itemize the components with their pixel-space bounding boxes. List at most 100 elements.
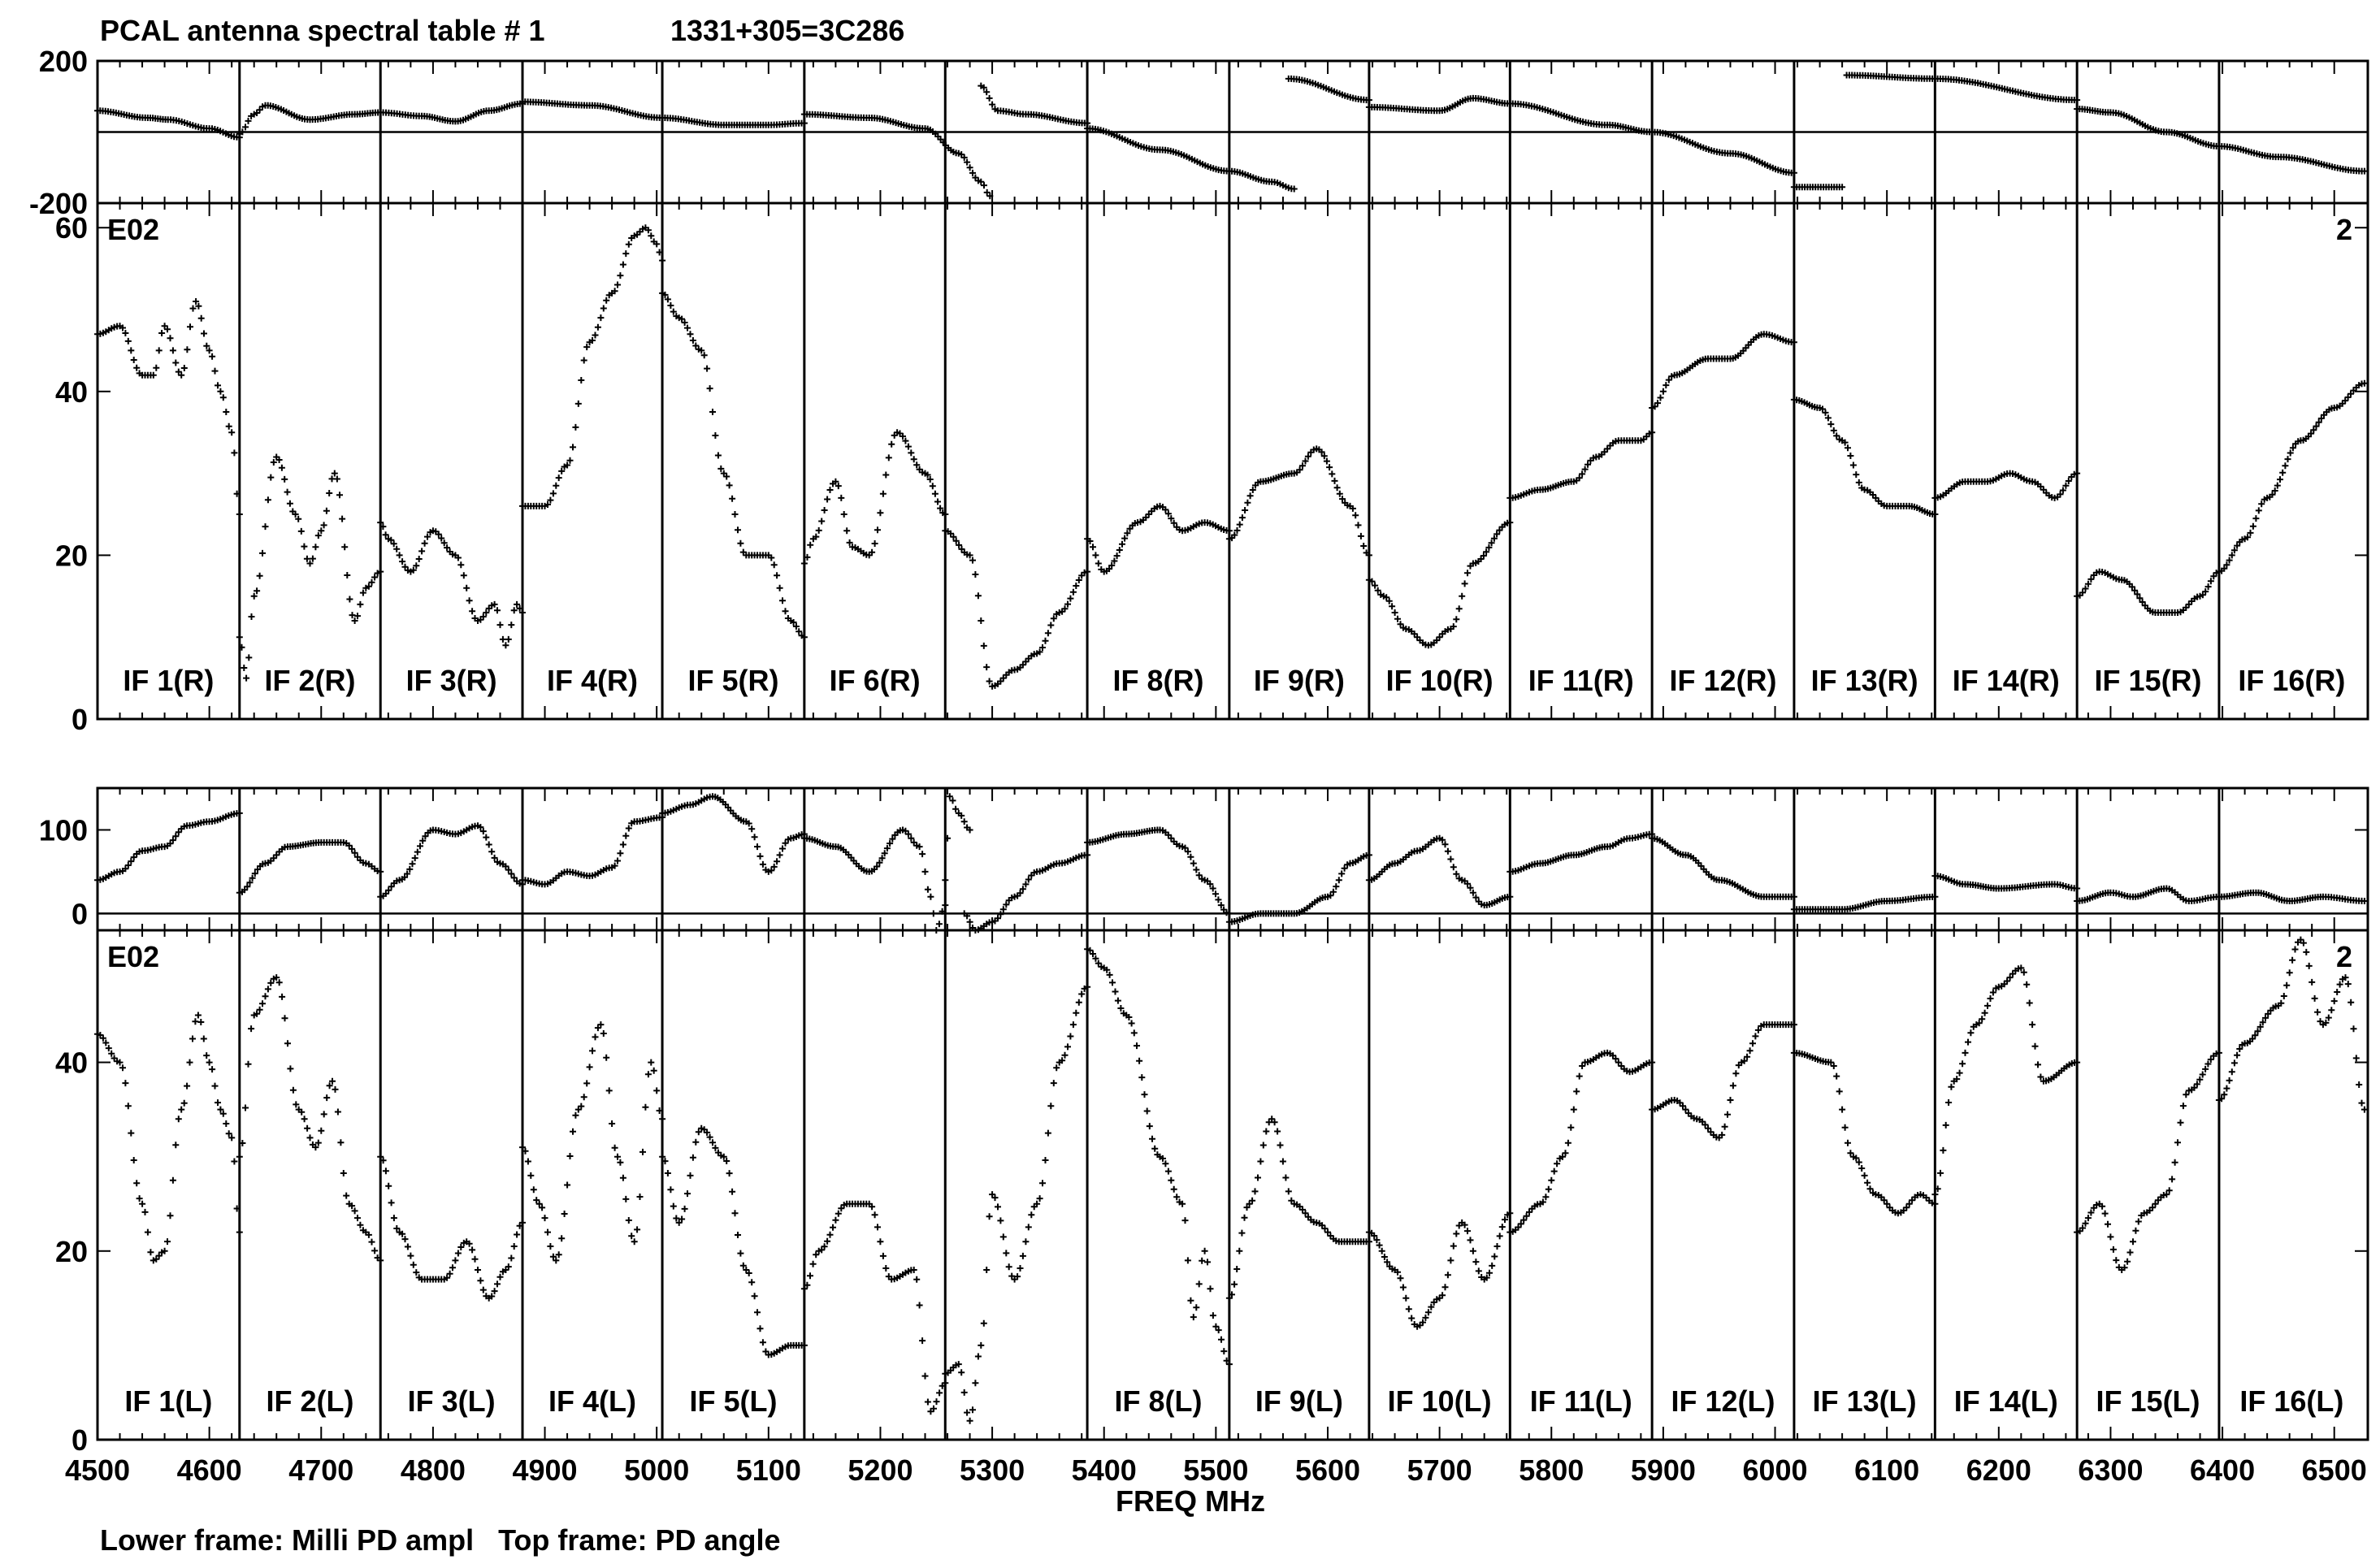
y-tick-label: 20	[55, 539, 88, 572]
rcp-amplitude-frame: 0 20 40 60 E02 2 IF 1(R) IF 2(R) IF 3(R) IF 4(R) I…	[55, 201, 2369, 736]
if-label: IF 12(L)	[1671, 1384, 1775, 1418]
r-phase-series-3	[377, 100, 526, 125]
r-ampl-series-7	[942, 527, 1091, 690]
r-phase-series-6	[800, 110, 994, 200]
r-phase-series-18	[2215, 143, 2368, 175]
if-label: IF 5(R)	[687, 664, 778, 697]
l-ampl-series-11	[1506, 1049, 1656, 1236]
r-phase-series-17	[2074, 106, 2222, 149]
y-tick-label: 200	[39, 45, 88, 78]
l-ampl-series-5	[659, 1124, 808, 1358]
antenna-label: E02	[107, 940, 159, 973]
l-phase-border	[96, 786, 2369, 932]
x-tick-label: 6000	[1742, 1454, 1807, 1487]
footer-caption: Lower frame: Milli PD ampl Top frame: PD…	[100, 1523, 780, 1557]
r-phase-series-2	[236, 102, 384, 137]
antenna-label: E02	[107, 213, 159, 246]
l-ampl-series-9	[1225, 1116, 1372, 1302]
l-ampl-series-1	[94, 1012, 243, 1264]
if-label: IF 4(R)	[547, 664, 638, 697]
r-phase-series-10	[1285, 75, 1372, 104]
r-phase-series-15	[1843, 71, 1939, 82]
r-phase-series-5	[659, 115, 808, 128]
r-phase-series-16	[1931, 75, 2081, 104]
x-tick-label: 4500	[65, 1454, 130, 1487]
x-axis-label: FREQ MHz	[1116, 1484, 1265, 1518]
y-tick-label: 0	[72, 703, 88, 736]
if-label: IF 8(L)	[1114, 1384, 1202, 1418]
y-tick-label: 100	[39, 813, 88, 847]
r-ampl-series-12	[1649, 331, 1797, 411]
panel-number: 2	[2336, 213, 2352, 246]
r-ampl-series-9	[1225, 445, 1372, 559]
r-phase-series-8	[1084, 125, 1233, 175]
l-phase-series-9	[1084, 826, 1233, 917]
l-phase-series-4	[519, 814, 666, 888]
l-ampl-series-13	[1790, 1049, 1939, 1217]
if-label: IF 10(R)	[1386, 664, 1493, 697]
if-label: IF 1(L)	[124, 1384, 212, 1418]
y-tick-label: -200	[29, 187, 88, 220]
x-tick-label: 5300	[960, 1454, 1025, 1487]
r-ampl-series-8	[1084, 502, 1233, 575]
y-tick-label: 40	[55, 375, 88, 409]
r-phase-series-9	[1225, 167, 1298, 193]
if-label: IF 2(R)	[265, 664, 356, 697]
y-tick-label: 20	[55, 1235, 88, 1268]
l-ampl-series-15	[2074, 1049, 2222, 1273]
l-ampl-series-7	[942, 983, 1091, 1424]
x-tick-label: 4900	[512, 1454, 577, 1487]
l-phase-series-6	[800, 826, 949, 934]
x-tick-label: 5500	[1183, 1454, 1248, 1487]
l-phase-series-1	[94, 809, 243, 884]
x-tick-label: 5400	[1072, 1454, 1137, 1487]
r-phase-series-1	[94, 107, 243, 141]
l-phase-series-14	[1790, 893, 1939, 913]
r-phase-series-4	[519, 98, 666, 121]
x-tick-label: 6100	[1854, 1454, 1919, 1487]
chart-title: PCAL antenna spectral table # 1	[100, 14, 545, 47]
l-phase-series-2	[236, 838, 384, 896]
frequency-axis: 4500 4600 4700 4800 4900 5000 5100 5200 5300 5400…	[65, 1454, 2367, 1487]
l-ampl-series-10	[1365, 1210, 1514, 1330]
r-ampl-series-6	[800, 429, 949, 567]
l-phase-series-11	[1365, 834, 1514, 909]
lower-panel-lcp: 100 0 0 20 40 E02 2 IF 1(L) IF 2(L) IF 3(L) IF 4(…	[39, 786, 2369, 1457]
l-phase-series-5	[659, 793, 808, 875]
if-label: IF 6(R)	[830, 664, 921, 697]
if-label: IF 16(L)	[2239, 1384, 2343, 1418]
r-ampl-series-14	[1931, 470, 2081, 501]
l-ampl-series-12	[1649, 1021, 1797, 1142]
if-label: IF 9(R)	[1254, 664, 1345, 697]
r-phase-series-7	[978, 82, 1091, 127]
if-label: IF 9(L)	[1255, 1384, 1343, 1418]
if-label: IF 16(R)	[2238, 664, 2345, 697]
if-label: IF 12(R)	[1670, 664, 1777, 697]
x-tick-label: 6300	[2078, 1454, 2143, 1487]
l-ampl-series-2	[236, 974, 384, 1264]
r-ampl-series-2	[236, 453, 384, 682]
x-tick-label: 6500	[2302, 1454, 2367, 1487]
l-phase-series-7	[942, 793, 973, 884]
x-tick-label: 5800	[1519, 1454, 1584, 1487]
x-tick-label: 4600	[177, 1454, 242, 1487]
x-tick-label: 5000	[624, 1454, 689, 1487]
l-phase-series-10	[1225, 851, 1372, 925]
r-ampl-series-1	[94, 298, 243, 518]
panel-number: 2	[2336, 940, 2352, 973]
y-tick-label: 0	[72, 897, 88, 930]
x-tick-label: 6400	[2190, 1454, 2255, 1487]
l-ampl-series-8	[1084, 946, 1233, 1368]
l-phase-series-16	[2074, 885, 2222, 904]
l-ampl-series-3	[377, 1153, 526, 1302]
upper-panel-rcp: 200 -200 0 20 40 60 E02 2 IF 1(R) IF 2(R) IF 3(R)…	[29, 45, 2369, 736]
y-tick-label: 40	[55, 1046, 88, 1080]
if-label: IF 3(R)	[406, 664, 497, 697]
if-label: IF 11(L)	[1530, 1384, 1632, 1418]
r-ampl-series-11	[1506, 429, 1656, 501]
r-phase-series-14	[1790, 184, 1846, 191]
if-label: IF 8(R)	[1112, 664, 1203, 697]
if-label: IF 15(R)	[2095, 664, 2202, 697]
x-tick-label: 5700	[1407, 1454, 1472, 1487]
